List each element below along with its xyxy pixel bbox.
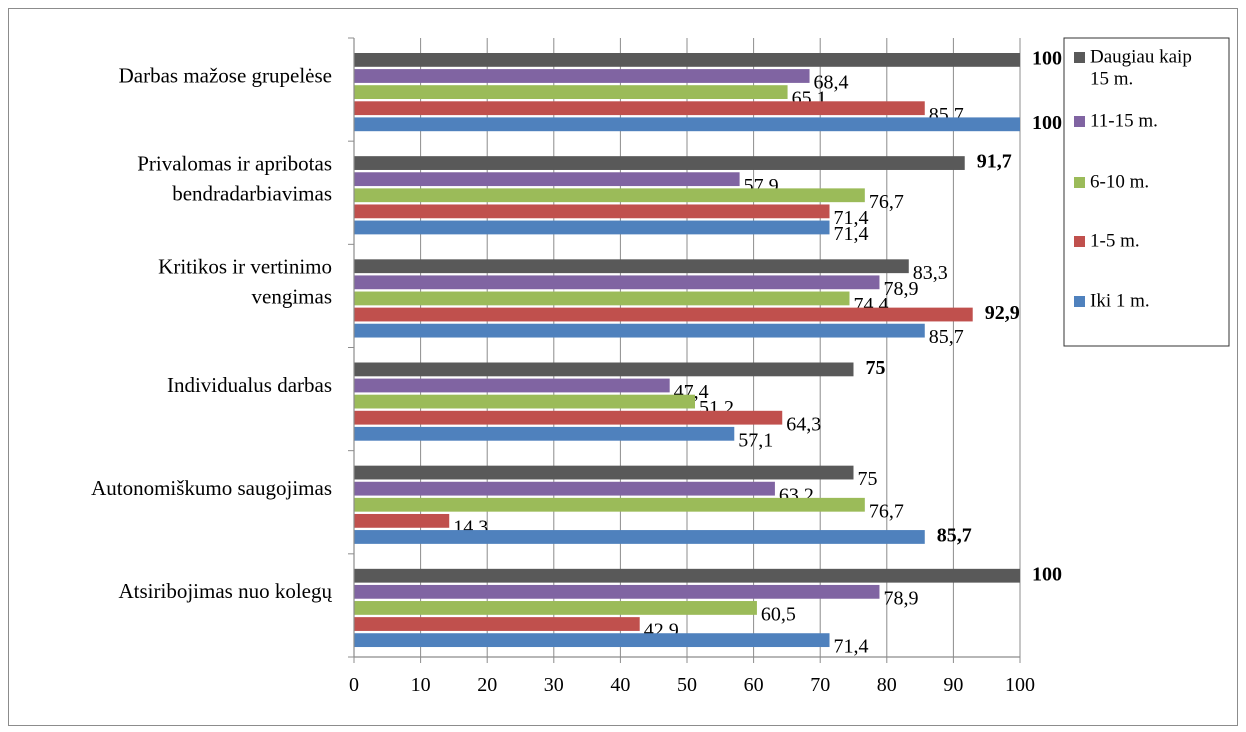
data-label: 100 xyxy=(1032,47,1062,69)
bar xyxy=(354,633,830,648)
bar xyxy=(354,204,830,219)
data-label: 78,9 xyxy=(883,587,918,609)
data-label: 100 xyxy=(1032,112,1062,134)
bar xyxy=(354,69,810,83)
bar xyxy=(354,220,830,235)
data-label: 71,4 xyxy=(834,223,869,245)
category-label: Atsiribojimas nuo kolegų xyxy=(119,579,333,603)
legend-label: 11-15 m. xyxy=(1090,110,1158,131)
x-tick-label: 80 xyxy=(877,674,897,696)
data-label: 76,7 xyxy=(869,500,904,522)
legend-label: 6-10 m. xyxy=(1090,171,1149,192)
bar xyxy=(354,259,909,274)
legend-label: Daugiau kaip xyxy=(1090,46,1192,67)
data-label: 71,4 xyxy=(834,636,869,658)
x-tick-label: 30 xyxy=(544,674,564,696)
bar xyxy=(354,426,735,441)
category-label: Autonomiškumo saugojimas xyxy=(91,476,332,500)
x-tick-label: 10 xyxy=(411,674,431,696)
data-label: 83,3 xyxy=(913,262,948,284)
bar xyxy=(354,117,1020,132)
bar xyxy=(354,584,880,599)
legend-swatch xyxy=(1074,177,1085,188)
data-label: 64,3 xyxy=(786,413,821,435)
legend-label: Iki 1 m. xyxy=(1090,290,1150,311)
x-tick-label: 90 xyxy=(943,674,963,696)
legend-box xyxy=(1063,37,1230,347)
bar xyxy=(354,568,1020,583)
legend-swatch xyxy=(1074,236,1085,247)
x-tick-label: 40 xyxy=(610,674,630,696)
x-tick-label: 100 xyxy=(1005,674,1035,696)
bar xyxy=(354,530,925,544)
legend-label: 15 m. xyxy=(1090,68,1133,89)
data-label: 68,4 xyxy=(814,72,849,94)
bar xyxy=(354,275,880,290)
data-label: 71,4 xyxy=(834,207,869,229)
bar xyxy=(354,291,850,306)
bar xyxy=(354,394,695,409)
bar xyxy=(354,513,450,528)
category-label: Privalomas ir apribotas xyxy=(137,152,332,176)
bar xyxy=(354,172,740,187)
bar xyxy=(354,362,854,377)
bar xyxy=(354,188,865,203)
category-label: Individualus darbas xyxy=(167,373,332,397)
category-label: bendradarbiavimas xyxy=(172,182,332,206)
bar xyxy=(354,601,757,615)
category-label: vengimas xyxy=(252,285,332,309)
data-label: 75 xyxy=(866,357,886,379)
data-label: 75 xyxy=(858,468,878,490)
data-label: 85,7 xyxy=(929,326,964,348)
bar xyxy=(354,465,854,480)
legend-swatch xyxy=(1074,52,1085,63)
category-label: Kritikos ir vertinimo xyxy=(158,255,332,279)
legend-swatch xyxy=(1074,296,1085,307)
x-tick-label: 20 xyxy=(477,674,497,696)
category-label: Darbas mažose grupelėse xyxy=(119,63,332,87)
data-label: 57,1 xyxy=(738,429,773,451)
bar xyxy=(354,481,775,496)
bar xyxy=(354,497,865,512)
data-label: 78,9 xyxy=(883,278,918,300)
bar xyxy=(354,53,1020,67)
bar xyxy=(354,617,640,631)
bar xyxy=(354,307,973,322)
bar xyxy=(354,378,670,393)
x-tick-label: 60 xyxy=(744,674,764,696)
data-label: 91,7 xyxy=(977,151,1012,173)
data-label: 85,7 xyxy=(937,525,972,547)
bar xyxy=(354,323,925,338)
x-tick-label: 0 xyxy=(349,674,359,696)
data-label: 60,5 xyxy=(761,604,796,626)
x-tick-label: 50 xyxy=(677,674,697,696)
x-tick-label: 70 xyxy=(810,674,830,696)
legend-label: 1-5 m. xyxy=(1090,230,1140,251)
bar xyxy=(354,410,783,425)
data-label: 100 xyxy=(1032,563,1062,585)
bar xyxy=(354,156,965,170)
data-label: 92,9 xyxy=(985,302,1020,324)
legend-swatch xyxy=(1074,116,1085,127)
data-label: 76,7 xyxy=(869,191,904,213)
bar xyxy=(354,101,925,116)
bar xyxy=(354,85,788,99)
